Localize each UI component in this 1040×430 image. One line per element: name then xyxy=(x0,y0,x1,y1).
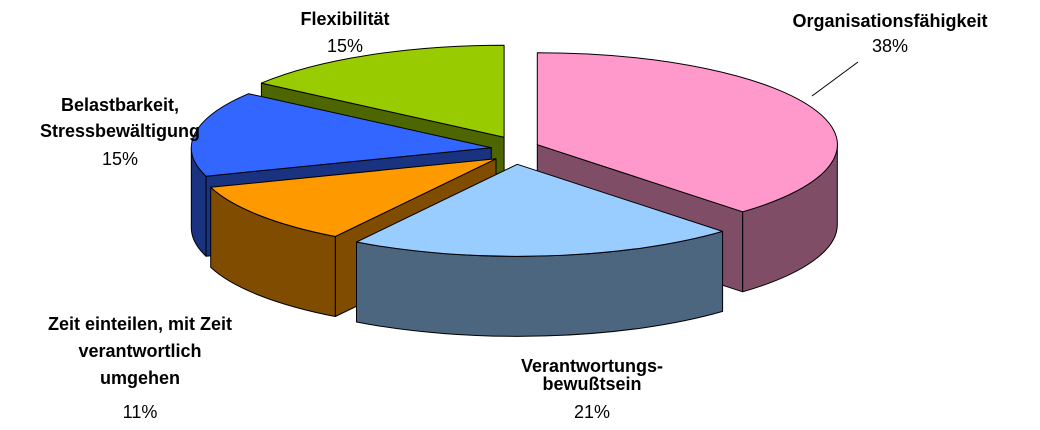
slice xyxy=(210,158,497,237)
slice xyxy=(190,93,492,177)
labels: Organisationsfähigkeit 38% Verantwortungs-… xyxy=(40,9,988,422)
value-label: 21% xyxy=(574,402,610,422)
category-label: verantwortlich xyxy=(78,341,201,361)
category-label: Verantwortungs- xyxy=(521,356,663,376)
pie xyxy=(190,44,838,337)
slice xyxy=(260,44,505,138)
category-label: Organisationsfähigkeit xyxy=(792,11,987,31)
slice xyxy=(356,163,724,257)
value-label: 15% xyxy=(102,149,138,169)
category-label: Belastbarkeit, xyxy=(61,95,179,115)
category-label: umgehen xyxy=(100,368,180,388)
category-label: Flexibilität xyxy=(300,9,389,29)
category-label: Stressbewältigung xyxy=(40,121,200,141)
value-label: 11% xyxy=(123,402,158,422)
value-label: 38% xyxy=(872,36,908,56)
category-label: Zeit einteilen, mit Zeit xyxy=(48,314,232,334)
value-label: 15% xyxy=(327,36,363,56)
leader-line xyxy=(811,61,859,97)
slice xyxy=(536,52,838,213)
category-label: bewußtsein xyxy=(542,374,641,394)
